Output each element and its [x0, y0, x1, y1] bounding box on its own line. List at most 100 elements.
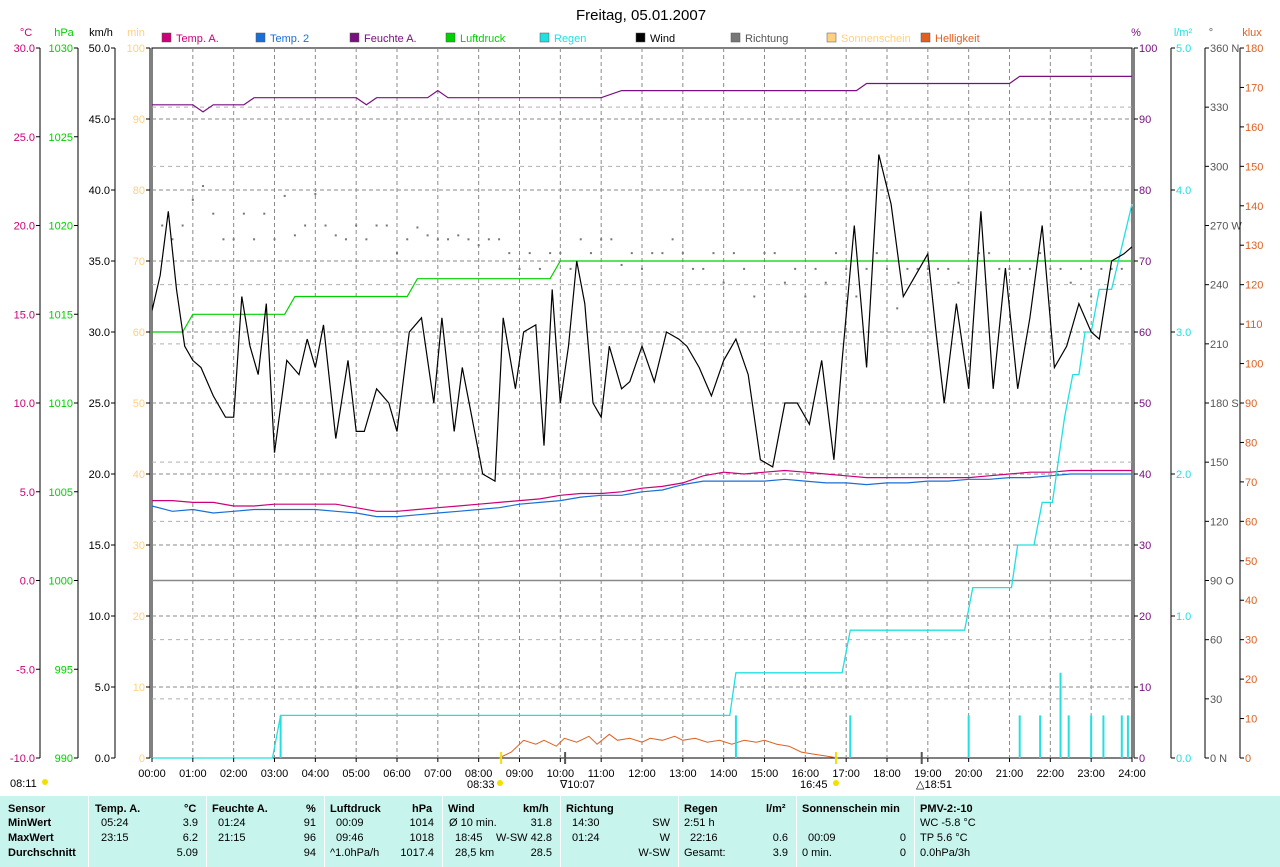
rain-axis-unit: l/m² [1174, 27, 1193, 39]
sun-axis-tick-label: 80 [133, 185, 145, 197]
direction-axis-tick-label: 270 W [1210, 221, 1242, 233]
stats-wind-max-dir: W-SW [496, 832, 528, 844]
direction-axis-unit: ° [1209, 27, 1213, 39]
wind-axis-tick-label: 50.0 [89, 43, 110, 55]
panel-divider [88, 796, 89, 867]
direction-axis-tick-label: 150 [1210, 457, 1228, 469]
stats-richtung-max-time: 01:24 [572, 832, 600, 844]
sun-axis-tick-label: 90 [133, 114, 145, 126]
x-tick-label: 19:00 [914, 768, 942, 780]
stats-luftdruck-min-time: 00:09 [336, 817, 364, 829]
chart-title: Freitag, 05.01.2007 [576, 7, 706, 24]
direction-point [283, 194, 286, 197]
panel-divider [206, 796, 207, 867]
sun-marker-dot [497, 780, 503, 786]
direction-point [692, 267, 695, 270]
direction-point [681, 252, 684, 255]
direction-point [998, 267, 1001, 270]
direction-point [477, 244, 480, 247]
direction-point [804, 295, 807, 298]
direction-point [1018, 267, 1021, 270]
pressure-axis-tick-label: 1015 [49, 309, 73, 321]
x-tick-label: 17:00 [832, 768, 860, 780]
direction-point [1008, 267, 1011, 270]
temp-axis-tick-label: 30.0 [14, 43, 35, 55]
stats-luftdruck-min-value: 1014 [409, 817, 434, 829]
pressure-axis-tick-label: 995 [55, 664, 73, 676]
direction-point [926, 267, 929, 270]
light-axis-tick-label: 110 [1245, 319, 1263, 331]
direction-point [794, 267, 797, 270]
direction-point [855, 295, 858, 298]
stats-richtung-header: Richtung [566, 803, 614, 815]
x-tick-label: 18:00 [873, 768, 901, 780]
direction-point [344, 238, 347, 241]
legend-label: Sonnenschein [841, 33, 911, 45]
stats-panel: Sensor MinWert MaxWert Durchschnitt Temp… [0, 796, 1280, 867]
legend-swatch [539, 32, 550, 43]
stats-wind-avg-value: 28.5 [530, 847, 552, 859]
light-axis-tick-label: 80 [1245, 437, 1257, 449]
direction-point [293, 234, 296, 237]
direction-point [324, 224, 327, 227]
stats-wind-distance: 28,5 km [455, 847, 495, 859]
stats-regen-unit: l/m² [766, 803, 786, 815]
direction-axis-tick-label: 360 N [1210, 43, 1239, 55]
direction-point [1110, 267, 1113, 270]
direction-point [589, 252, 592, 255]
humidity-axis-tick-label: 20 [1139, 611, 1151, 623]
stats-temp-avg-value: 5.09 [176, 847, 198, 859]
sun-marker-label: 08:33 [467, 779, 495, 791]
x-tick-label: 13:00 [669, 768, 697, 780]
x-tick-label: 07:00 [424, 768, 452, 780]
x-tick-label: 04:00 [302, 768, 330, 780]
stats-temp-header: Temp. A. [95, 803, 141, 815]
stats-richtung-max-value: W [659, 832, 670, 844]
humidity-axis-tick-label: 0 [1139, 753, 1145, 765]
wind-axis-tick-label: 0.0 [95, 753, 110, 765]
direction-point [171, 238, 174, 241]
x-tick-label: 01:00 [179, 768, 207, 780]
series-tempa-line [152, 469, 1132, 512]
panel-divider [442, 796, 443, 867]
stats-luftdruck-trend: ^1.0hPa/h [330, 847, 380, 859]
direction-axis-tick-label: 30 [1210, 694, 1222, 706]
panel-divider [796, 796, 797, 867]
stats-temp-min-value: 3.9 [182, 817, 198, 829]
direction-point [773, 252, 776, 255]
direction-point [1120, 267, 1123, 270]
sun-marker-label: 16:45 [800, 779, 828, 791]
sun-marker-label: ∇10:07 [559, 779, 595, 791]
sun-axis-unit: min [127, 27, 145, 39]
direction-point [620, 263, 623, 266]
stats-row-label: MinWert [8, 817, 52, 829]
direction-point [732, 252, 735, 255]
x-tick-label: 23:00 [1077, 768, 1105, 780]
x-axis: 00:00 01:00 02:00 03:00 04:00 05:00 06:00 07:00… [10, 752, 1146, 791]
stats-regen-total-value: 3.9 [772, 847, 788, 859]
direction-point [528, 252, 531, 255]
stats-luftdruck-header: Luftdruck [330, 803, 381, 815]
x-tick-label: 24:00 [1118, 768, 1146, 780]
humidity-axis-tick-label: 40 [1139, 469, 1151, 481]
x-tick-label: 10:00 [547, 768, 575, 780]
humidity-axis-unit: % [1131, 27, 1141, 39]
direction-point [671, 238, 674, 241]
x-tick-label: 22:00 [1037, 768, 1065, 780]
legend-label: Temp. 2 [270, 33, 309, 45]
stats-richtung-min-time: 14:30 [572, 817, 600, 829]
axes: 30.025.020.015.010.05.00.0-5.0-10.0°C103… [10, 27, 1263, 765]
humidity-axis-tick-label: 100 [1139, 43, 1157, 55]
light-axis-tick-label: 30 [1245, 635, 1257, 647]
pressure-axis-tick-label: 1025 [49, 132, 73, 144]
direction-point [937, 267, 940, 270]
legend-label: Richtung [745, 33, 788, 45]
direction-point [385, 224, 388, 227]
direction-point [1079, 267, 1082, 270]
legend-swatch [255, 32, 266, 43]
direction-point [508, 252, 511, 255]
x-tick-label: 05:00 [342, 768, 370, 780]
direction-axis-tick-label: 300 [1210, 161, 1228, 173]
direction-point [630, 252, 633, 255]
wind-axis-tick-label: 20.0 [89, 469, 110, 481]
